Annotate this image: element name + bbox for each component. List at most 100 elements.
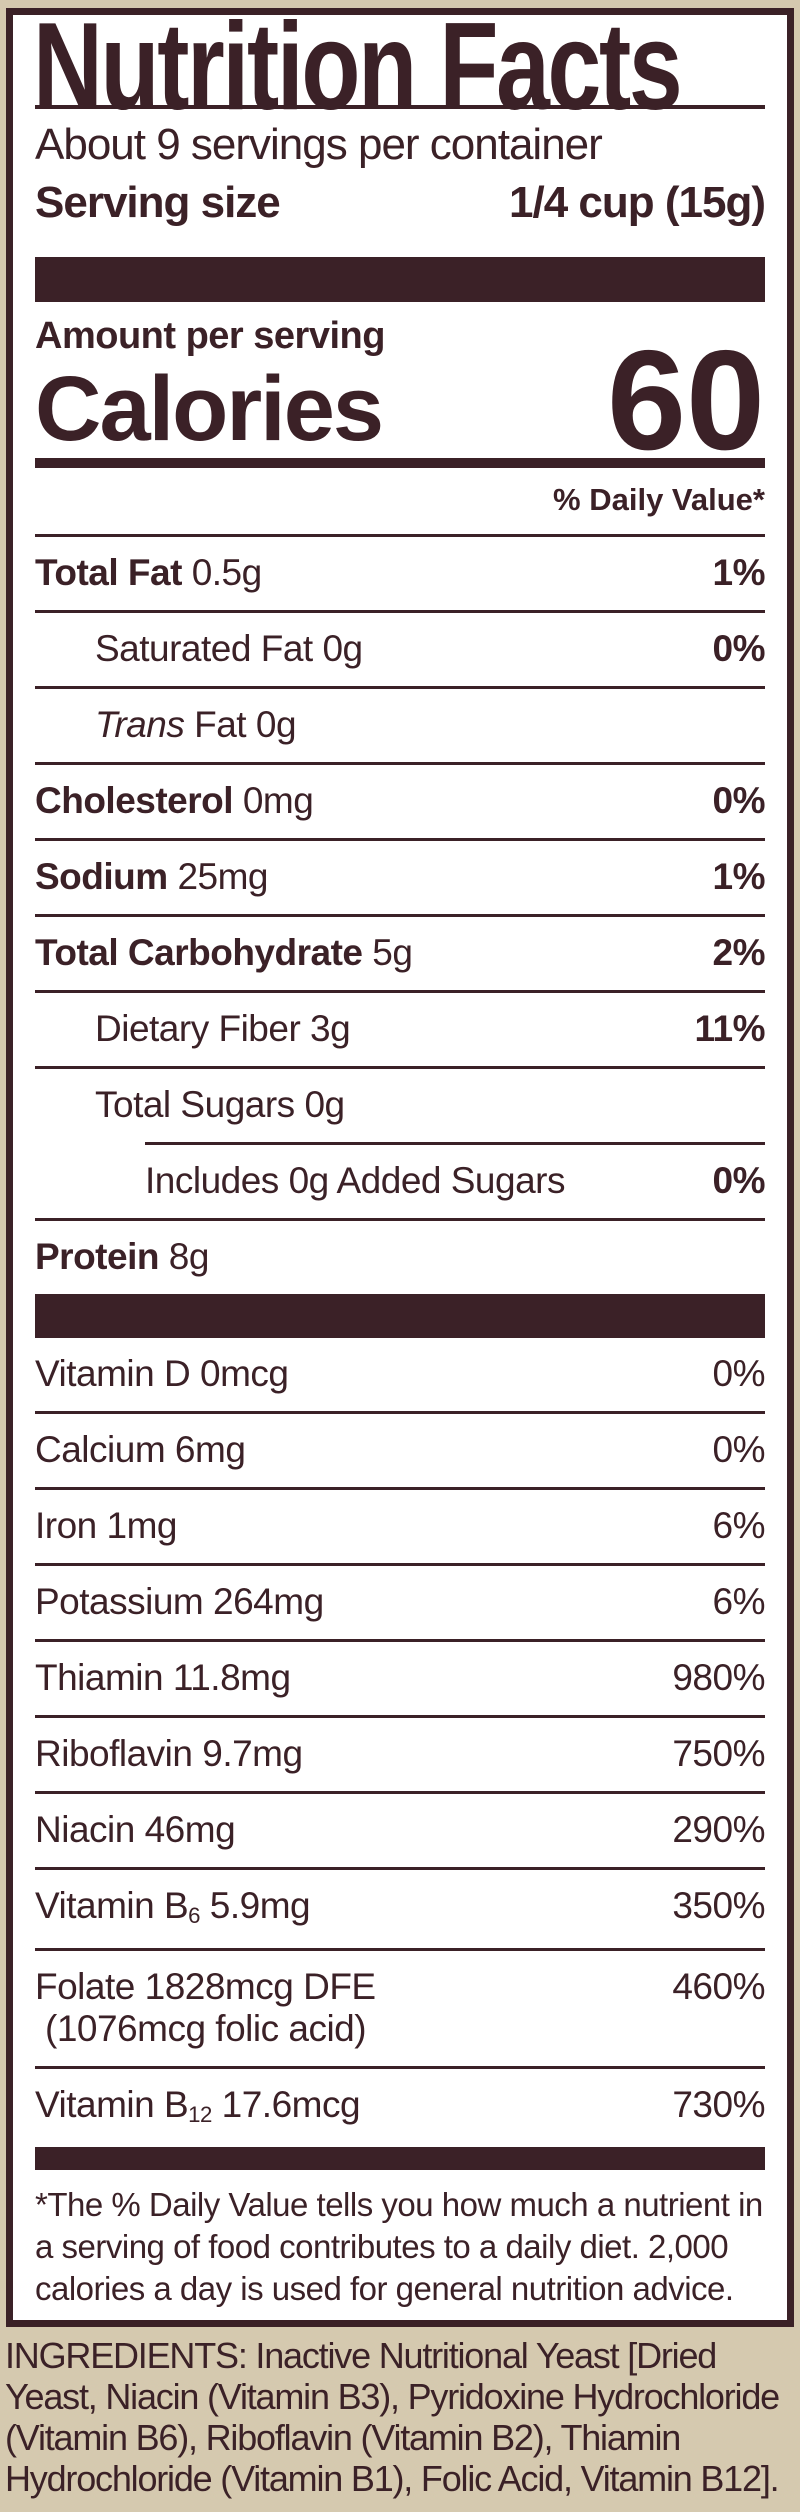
row-divider xyxy=(35,1791,765,1794)
daily-value-percent: 750% xyxy=(672,1733,765,1774)
row-divider xyxy=(35,762,765,765)
row-divider xyxy=(35,1411,765,1414)
nutrient-name-part: Fat 0g xyxy=(184,704,297,745)
calories-underline xyxy=(35,458,765,468)
nutrient-label: Iron 1mg xyxy=(35,1505,178,1547)
nutrition-facts-label: Nutrition Facts About 9 servings per con… xyxy=(6,0,794,2327)
servings-per-container: About 9 servings per container xyxy=(35,120,603,169)
daily-value-percent: 0% xyxy=(712,1160,766,1201)
nutrient-name-part: Total Fat xyxy=(35,552,182,593)
nutrient-label: Folate 1828mcg DFE (1076mcg folic acid) xyxy=(35,1966,376,2050)
nutrient-label: Calcium 6mg xyxy=(35,1429,246,1471)
nutrient-name-part: Total Sugars 0g xyxy=(95,1084,345,1125)
nutrient-name-part: Includes 0g Added Sugars xyxy=(145,1160,566,1201)
nutrient-row: Includes 0g Added Sugars 0% xyxy=(35,1145,766,1218)
row-divider xyxy=(35,610,765,613)
title-underline xyxy=(35,105,765,109)
row-divider xyxy=(35,2066,765,2069)
row-divider xyxy=(35,686,765,689)
nutrient-row: Niacin 46mg 290% xyxy=(35,1794,765,1867)
serving-size-row: Serving size 1/4 cup (15g) xyxy=(35,175,766,231)
nutrient-name-part: Thiamin 11.8mg xyxy=(35,1657,291,1698)
nutrient-label: Total Carbohydrate 5g xyxy=(35,932,413,974)
nutrient-label: Potassium 264mg xyxy=(35,1581,324,1623)
row-divider xyxy=(35,1948,765,1951)
daily-value-percent: 6% xyxy=(712,1505,766,1546)
daily-value-percent: 460% xyxy=(672,1966,765,2007)
nutrient-row: Iron 1mg 6% xyxy=(35,1490,766,1563)
ingredients-text: INGREDIENTS: Inactive Nutritional Yeast … xyxy=(5,2335,780,2499)
nutrient-label: Trans Fat 0g xyxy=(35,704,297,746)
nutrient-label: Protein 8g xyxy=(35,1236,209,1278)
nutrient-label: Niacin 46mg xyxy=(35,1809,236,1851)
nutrient-name-part: Sodium xyxy=(35,856,168,897)
row-divider xyxy=(35,1715,765,1718)
daily-value-percent: 2% xyxy=(712,932,766,973)
nutrient-row: Total Sugars 0g xyxy=(35,1069,765,1142)
nutrient-name-part: 0.5g xyxy=(181,552,263,593)
separator-bar-middle xyxy=(35,1294,765,1338)
daily-value-percent: 1% xyxy=(712,856,766,897)
nutrient-label: Vitamin B6 5.9mg xyxy=(35,1885,311,1932)
nutrient-name-part: 5.9mg xyxy=(200,1885,311,1926)
calories-row: Calories 60 xyxy=(35,329,765,471)
row-divider xyxy=(35,1867,765,1870)
nutrient-label: Sodium 25mg xyxy=(35,856,269,898)
nutrient-row: Total Carbohydrate 5g 2% xyxy=(35,917,766,990)
daily-value-percent: 11% xyxy=(694,1008,765,1049)
daily-value-percent: 290% xyxy=(672,1809,765,1850)
nutrient-label: Riboflavin 9.7mg xyxy=(35,1733,303,1775)
nutrient-name-part: Protein xyxy=(35,1236,159,1277)
nutrient-row: Potassium 264mg 6% xyxy=(35,1566,766,1639)
nutrient-label: Saturated Fat 0g xyxy=(35,628,363,670)
nutrient-rows-main: Total Fat 0.5g 1% Saturated Fat 0g 0% Trans … xyxy=(35,537,766,1294)
nutrient-name-part: Folate 1828mcg DFE xyxy=(35,1966,376,2007)
nutrient-row: Vitamin B12 17.6mcg 730% xyxy=(35,2069,765,2147)
nutrient-name-part: Total Carbohydrate xyxy=(35,932,363,973)
nutrient-name-part: Saturated Fat 0g xyxy=(95,628,363,669)
calories-label: Calories xyxy=(35,357,384,460)
row-divider xyxy=(35,838,765,841)
nutrient-row: Riboflavin 9.7mg 750% xyxy=(35,1718,765,1791)
nutrient-name-part: Dietary Fiber 3g xyxy=(95,1008,351,1049)
nutrient-row: Saturated Fat 0g 0% xyxy=(35,613,766,686)
amount-per-serving-label: Amount per serving xyxy=(35,315,385,357)
nutrient-name-part: 6 xyxy=(188,1902,201,1928)
nutrient-label: Cholesterol 0mg xyxy=(35,780,314,822)
label-title: Nutrition Facts xyxy=(33,0,683,136)
nutrient-name-part: Trans xyxy=(95,704,185,745)
nutrient-name-part: Riboflavin 9.7mg xyxy=(35,1733,303,1774)
nutrient-name-part: 25mg xyxy=(167,856,269,897)
nutrient-row: Vitamin D 0mcg 0% xyxy=(35,1338,766,1411)
nutrient-name-part: 0mg xyxy=(233,780,314,821)
separator-bar-bottom xyxy=(35,2147,765,2170)
nutrient-name-part: Niacin 46mg xyxy=(35,1809,236,1850)
nutrient-name-part: 12 xyxy=(188,2101,212,2127)
nutrient-row: Thiamin 11.8mg 980% xyxy=(35,1642,765,1715)
nutrient-row: Total Fat 0.5g 1% xyxy=(35,537,766,610)
daily-value-percent: 350% xyxy=(672,1885,765,1926)
row-divider xyxy=(35,1563,765,1566)
nutrient-label-line2: (1076mcg folic acid) xyxy=(45,2008,367,2049)
nutrient-name-part: Calcium 6mg xyxy=(35,1429,246,1470)
nutrient-name-part: 8g xyxy=(158,1236,210,1277)
separator-bar-top xyxy=(35,257,765,302)
nutrient-row: Cholesterol 0mg 0% xyxy=(35,765,766,838)
daily-value-percent: 730% xyxy=(672,2084,765,2125)
serving-size-value: 1/4 cup (15g) xyxy=(509,178,766,227)
nutrient-name-part: Iron 1mg xyxy=(35,1505,178,1546)
daily-value-percent: 0% xyxy=(712,780,766,821)
nutrient-label: Vitamin B12 17.6mcg xyxy=(35,2084,361,2131)
nutrient-rows-vitamins: Vitamin D 0mcg 0% Calcium 6mg 0% Iron 1mg 6% P… xyxy=(35,1338,766,2147)
nutrient-label: Vitamin D 0mcg xyxy=(35,1353,289,1395)
nutrient-label: Total Sugars 0g xyxy=(35,1084,345,1126)
nutrient-name-part: 17.6mcg xyxy=(211,2084,361,2125)
nutrient-name-part: Vitamin B xyxy=(35,1885,189,1926)
row-divider xyxy=(35,990,765,993)
daily-value-percent: 0% xyxy=(712,628,766,669)
nutrient-label: Includes 0g Added Sugars xyxy=(35,1160,566,1202)
daily-value-percent: 0% xyxy=(712,1429,766,1470)
daily-value-header: % Daily Value* xyxy=(553,482,765,517)
nutrient-name-part: Potassium 264mg xyxy=(35,1581,324,1622)
nutrient-label: Thiamin 11.8mg xyxy=(35,1657,291,1699)
